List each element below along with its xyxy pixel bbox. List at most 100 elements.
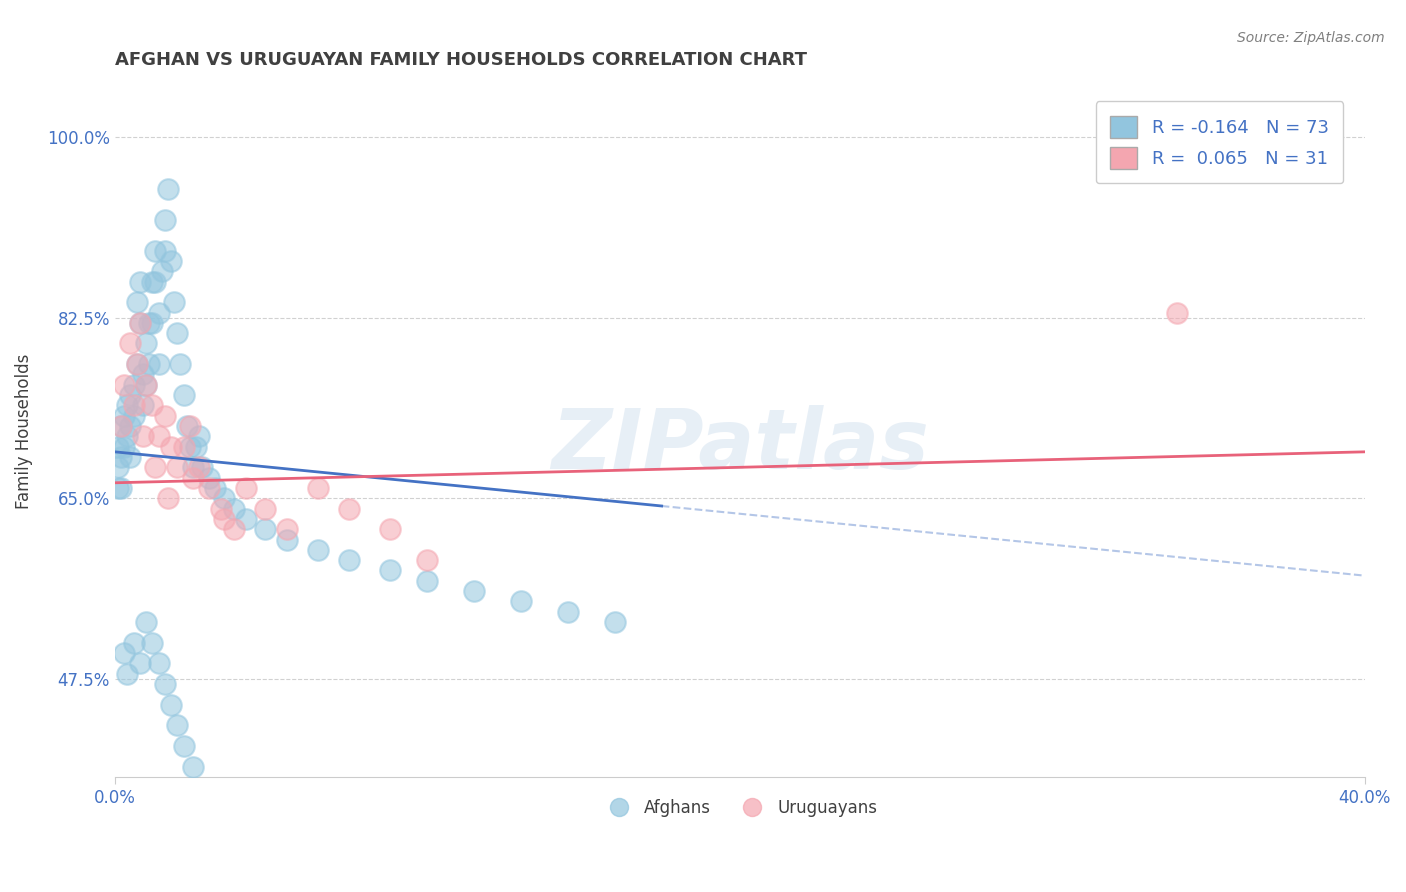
Point xyxy=(212,512,235,526)
Point xyxy=(176,419,198,434)
Point xyxy=(128,275,150,289)
Point xyxy=(148,357,170,371)
Point xyxy=(135,336,157,351)
Point xyxy=(110,450,132,464)
Point xyxy=(145,275,167,289)
Point xyxy=(107,460,129,475)
Point xyxy=(112,646,135,660)
Point xyxy=(276,522,298,536)
Point xyxy=(173,739,195,753)
Point xyxy=(122,377,145,392)
Point xyxy=(160,440,183,454)
Point xyxy=(117,398,139,412)
Point xyxy=(276,533,298,547)
Point xyxy=(128,316,150,330)
Point xyxy=(110,481,132,495)
Point xyxy=(184,440,207,454)
Point xyxy=(307,542,329,557)
Point xyxy=(122,636,145,650)
Point xyxy=(181,759,204,773)
Point xyxy=(235,481,257,495)
Point xyxy=(169,357,191,371)
Point xyxy=(337,501,360,516)
Point xyxy=(603,615,626,629)
Point xyxy=(112,409,135,423)
Text: Source: ZipAtlas.com: Source: ZipAtlas.com xyxy=(1237,31,1385,45)
Point xyxy=(181,470,204,484)
Legend: Afghans, Uruguayans: Afghans, Uruguayans xyxy=(596,792,884,824)
Point xyxy=(148,305,170,319)
Point xyxy=(510,594,533,608)
Point xyxy=(307,481,329,495)
Point xyxy=(125,357,148,371)
Point xyxy=(163,295,186,310)
Point xyxy=(132,429,155,443)
Text: AFGHAN VS URUGUAYAN FAMILY HOUSEHOLDS CORRELATION CHART: AFGHAN VS URUGUAYAN FAMILY HOUSEHOLDS CO… xyxy=(115,51,807,69)
Point xyxy=(191,460,214,475)
Point xyxy=(166,460,188,475)
Point xyxy=(125,295,148,310)
Point xyxy=(204,481,226,495)
Point xyxy=(173,440,195,454)
Point xyxy=(135,377,157,392)
Point xyxy=(153,409,176,423)
Point xyxy=(181,460,204,475)
Point xyxy=(209,501,232,516)
Point xyxy=(188,460,211,475)
Point xyxy=(378,564,401,578)
Point xyxy=(128,657,150,671)
Point xyxy=(145,244,167,258)
Point xyxy=(188,429,211,443)
Point xyxy=(117,666,139,681)
Point xyxy=(107,440,129,454)
Point xyxy=(107,481,129,495)
Point xyxy=(156,182,179,196)
Point xyxy=(212,491,235,506)
Point xyxy=(197,481,219,495)
Point xyxy=(160,698,183,712)
Point xyxy=(166,326,188,341)
Point xyxy=(135,615,157,629)
Point xyxy=(378,522,401,536)
Point xyxy=(120,419,142,434)
Point xyxy=(132,398,155,412)
Point xyxy=(128,316,150,330)
Point xyxy=(153,677,176,691)
Point xyxy=(222,522,245,536)
Point xyxy=(253,501,276,516)
Point xyxy=(141,316,163,330)
Point xyxy=(117,429,139,443)
Point xyxy=(179,419,201,434)
Point xyxy=(156,491,179,506)
Point xyxy=(138,316,160,330)
Point xyxy=(145,460,167,475)
Point xyxy=(153,212,176,227)
Point xyxy=(122,398,145,412)
Point xyxy=(416,574,439,588)
Point xyxy=(110,419,132,434)
Point xyxy=(112,377,135,392)
Point xyxy=(122,409,145,423)
Point xyxy=(173,388,195,402)
Point xyxy=(141,398,163,412)
Point xyxy=(150,264,173,278)
Point xyxy=(1166,305,1188,319)
Point xyxy=(253,522,276,536)
Point xyxy=(120,336,142,351)
Point xyxy=(141,636,163,650)
Point xyxy=(132,368,155,382)
Point xyxy=(125,357,148,371)
Point xyxy=(138,357,160,371)
Text: ZIPatlas: ZIPatlas xyxy=(551,404,929,485)
Point xyxy=(463,584,485,599)
Point xyxy=(197,470,219,484)
Point xyxy=(160,254,183,268)
Point xyxy=(179,440,201,454)
Point xyxy=(557,605,579,619)
Point xyxy=(222,501,245,516)
Y-axis label: Family Households: Family Households xyxy=(15,353,32,508)
Point xyxy=(153,244,176,258)
Point xyxy=(120,388,142,402)
Point xyxy=(141,275,163,289)
Point xyxy=(110,419,132,434)
